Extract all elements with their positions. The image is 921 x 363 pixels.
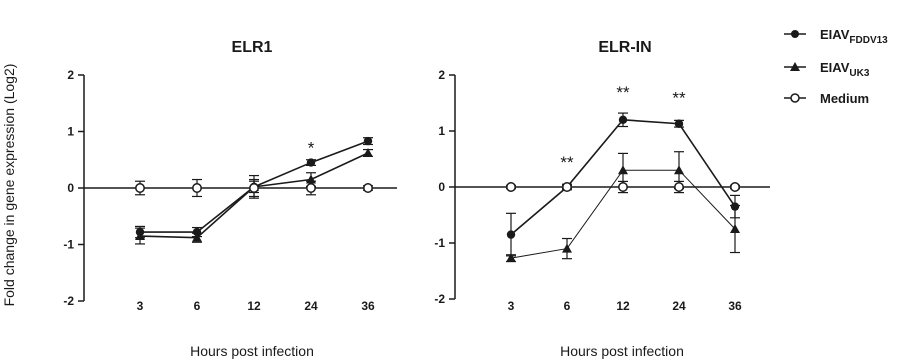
x-tick-label: 12 (247, 299, 261, 313)
y-tick-label: 2 (67, 68, 74, 82)
data-point-circle (506, 230, 516, 239)
filled-triangle-marker (790, 62, 800, 71)
significance-label: ** (560, 153, 574, 172)
x-axis-label-elr1: Hours post infection (190, 343, 314, 359)
data-point-triangle (506, 253, 516, 263)
y-tick-label: 1 (438, 124, 445, 138)
data-point-triangle (192, 232, 202, 242)
data-point-circle (306, 158, 316, 167)
legend-item-fddv13: EIAVFDDV13 (784, 27, 888, 46)
filled-circle-marker (791, 30, 799, 38)
y-axis-label: Fold change in gene expression (Log2) (1, 64, 17, 307)
x-tick-label: 12 (616, 299, 630, 313)
legend-label: Medium (820, 91, 869, 106)
y-tick-label: 2 (438, 68, 445, 82)
x-tick-label: 24 (672, 299, 686, 313)
data-point-open-circle (674, 182, 684, 192)
data-point-triangle (730, 224, 740, 233)
legend: EIAVFDDV13 EIAVUK3 Medium (784, 27, 888, 106)
data-point-open-circle (249, 183, 259, 193)
y-tick-label: -2 (434, 292, 445, 306)
significance-label: ** (672, 88, 686, 107)
x-axis-label-elr-in: Hours post infection (560, 343, 684, 359)
x-tick-label: 3 (137, 299, 144, 313)
data-point-open-circle (192, 183, 202, 193)
y-tick-label: 1 (67, 125, 74, 139)
data-point-triangle (674, 165, 684, 175)
data-point-triangle (562, 243, 572, 253)
x-tick-label: 6 (194, 299, 201, 313)
x-tick-label: 6 (564, 299, 571, 313)
chart-title-elr-in: ELR-IN (598, 39, 651, 56)
y-tick-label: -1 (434, 236, 445, 250)
chart-title-elr1: ELR1 (232, 39, 273, 56)
legend-item-medium: Medium (784, 91, 869, 106)
x-tick-label: 24 (304, 299, 318, 313)
data-point-open-circle (506, 182, 516, 192)
data-point-open-circle (306, 183, 316, 193)
y-tick-label: 0 (438, 180, 445, 194)
data-point-triangle (363, 147, 373, 157)
data-point-open-circle (730, 182, 740, 192)
x-tick-label: 36 (361, 299, 375, 313)
data-point-circle (363, 136, 373, 146)
y-tick-label: -2 (63, 294, 74, 308)
data-point-circle (674, 119, 684, 128)
legend-label: EIAVFDDV13 (820, 27, 888, 46)
legend-item-uk3: EIAVUK3 (784, 60, 870, 79)
x-tick-label: 36 (728, 299, 742, 313)
x-tick-label: 3 (508, 299, 515, 313)
data-point-triangle (135, 231, 145, 241)
y-tick-label: 0 (67, 181, 74, 195)
data-point-circle (618, 115, 628, 125)
significance-label: * (308, 138, 315, 157)
data-point-open-circle (363, 183, 373, 193)
y-tick-label: -1 (63, 238, 74, 252)
data-point-triangle (618, 165, 628, 175)
significance-label: ** (616, 83, 630, 102)
legend-label: EIAVUK3 (820, 60, 870, 79)
data-point-open-circle (562, 182, 572, 192)
data-point-circle (192, 227, 202, 237)
open-circle-marker (790, 93, 800, 103)
data-point-open-circle (618, 182, 628, 192)
data-point-open-circle (135, 183, 145, 193)
